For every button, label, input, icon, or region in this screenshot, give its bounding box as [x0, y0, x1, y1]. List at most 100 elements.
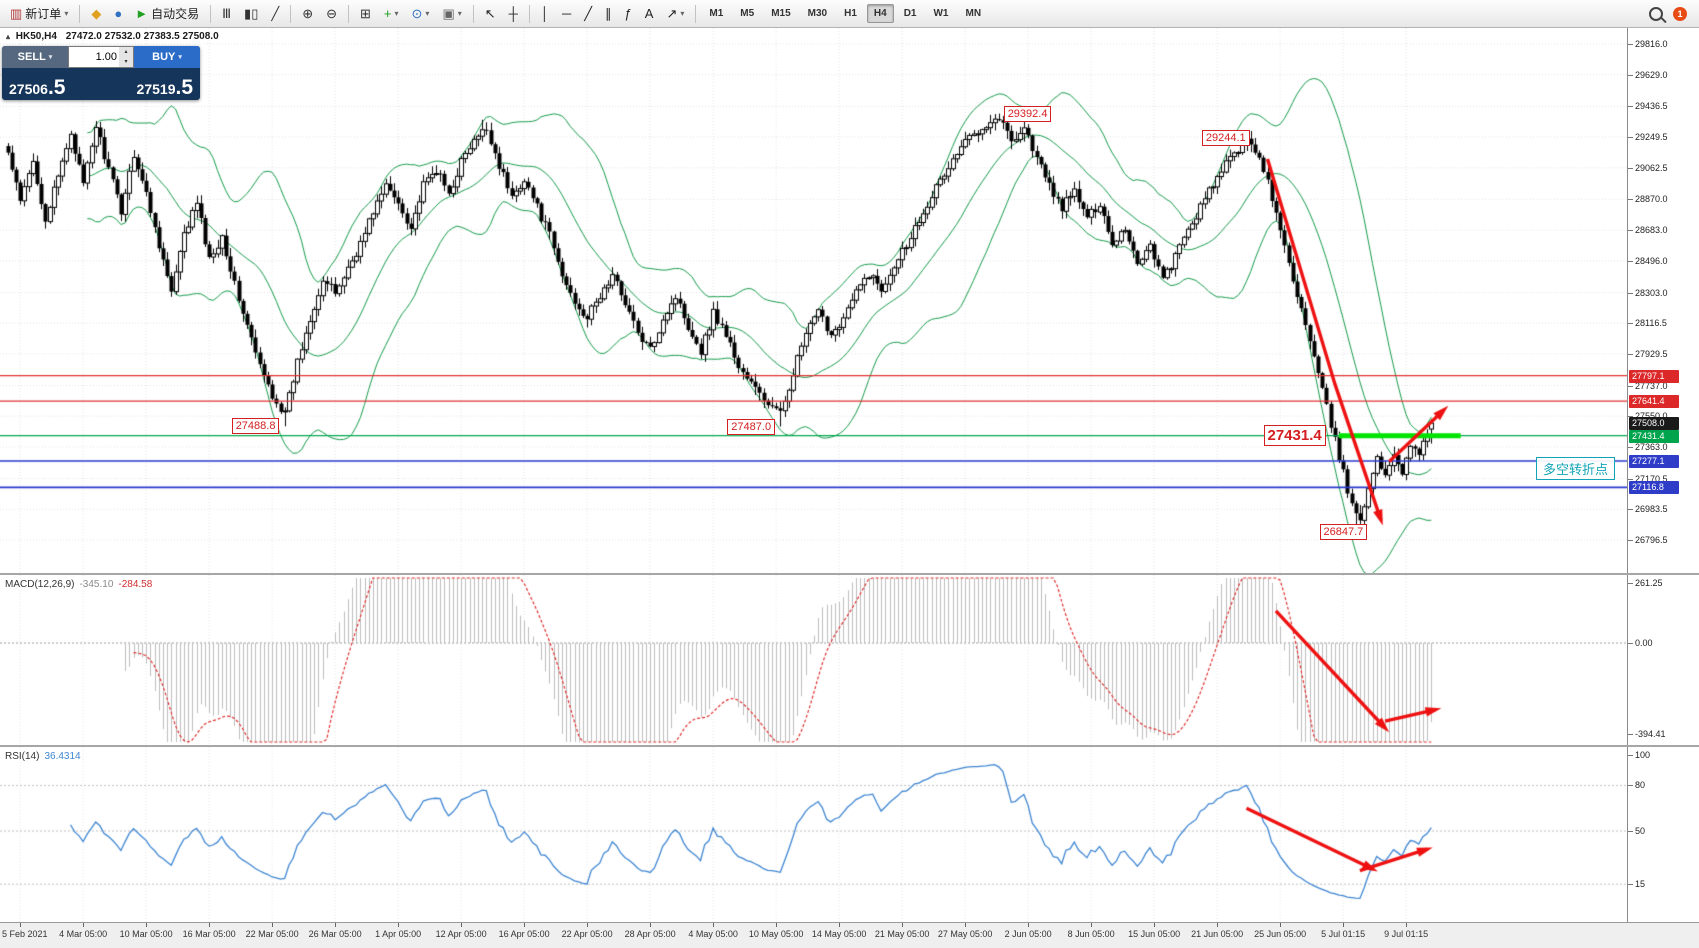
- autotrading-button[interactable]: ► 自动交易: [129, 2, 205, 25]
- price-callout[interactable]: 27431.4: [1263, 425, 1326, 447]
- price-callout[interactable]: 27488.8: [231, 418, 280, 435]
- timeframe-w1[interactable]: W1: [926, 4, 955, 23]
- rsi-axis-tick: 50: [1627, 826, 1646, 836]
- vertical-line-icon: │: [540, 6, 549, 21]
- trendline-icon: ╱: [584, 6, 593, 21]
- macd-name: MACD(12,26,9): [5, 579, 75, 590]
- macd-main-value: -345.10: [79, 579, 114, 590]
- panel-splitter-rsi[interactable]: [0, 745, 1699, 747]
- main-chart-canvas[interactable]: [0, 28, 1627, 573]
- time-axis-label: 10 May 05:00: [748, 929, 804, 939]
- vertical-line-icon[interactable]: │: [535, 4, 555, 23]
- time-axis-tick: [776, 923, 778, 927]
- time-axis-label: 8 Jun 05:00: [1067, 929, 1115, 939]
- volume-down-button[interactable]: ▾: [119, 57, 133, 67]
- price-level-tag: 27508.0: [1629, 417, 1679, 431]
- price-callout[interactable]: 29392.4: [1003, 105, 1052, 122]
- time-axis-tick: [1154, 923, 1156, 927]
- caret-down-icon: ▾: [64, 9, 69, 18]
- price-level-tag: 27797.1: [1629, 369, 1679, 383]
- price-axis-tick: 28303.0: [1628, 287, 1668, 298]
- template-icon: ▣: [442, 6, 455, 21]
- time-axis-tick: [1406, 923, 1408, 927]
- periods-icon[interactable]: ⊙ ▾: [406, 4, 436, 23]
- time-axis-tick: [965, 923, 967, 927]
- time-axis-tick: [1343, 923, 1345, 927]
- template-icon[interactable]: ▣ ▾: [436, 4, 467, 23]
- sell-price[interactable]: 27506.5: [9, 76, 66, 99]
- trendline-icon[interactable]: ╱: [578, 4, 598, 23]
- time-axis-tick: [20, 923, 22, 927]
- time-axis-tick: [209, 923, 211, 927]
- time-axis-tick: [587, 923, 589, 927]
- macd-axis-tick: -394.41: [1628, 728, 1666, 739]
- timeframe-mn[interactable]: MN: [958, 4, 988, 23]
- indicators-icon[interactable]: + ▾: [378, 4, 405, 23]
- toolbar-separator: [695, 4, 697, 23]
- one-click-collapse-icon[interactable]: ▴: [6, 32, 11, 41]
- sell-button[interactable]: SELL ▾: [2, 46, 68, 68]
- price-axis[interactable]: 29816.0 29629.0 29436.5 29249.5 29062.5 28870…: [1627, 28, 1699, 922]
- market-watch-icon[interactable]: ●: [108, 4, 128, 23]
- horizontal-line-icon[interactable]: ─: [556, 4, 577, 23]
- rsi-value: 36.4314: [44, 751, 81, 762]
- timeframe-m30[interactable]: M30: [801, 4, 834, 23]
- time-axis-label: 4 Mar 05:00: [59, 929, 108, 939]
- toolbar-separator: [290, 4, 292, 23]
- channel-icon[interactable]: ∥: [599, 4, 618, 23]
- time-axis-label: 2 Jun 05:00: [1004, 929, 1052, 939]
- toolbar-separator: [528, 4, 530, 23]
- cursor-icon[interactable]: ↖: [479, 4, 502, 23]
- search-icon[interactable]: [1649, 6, 1663, 21]
- candlestick-chart-icon[interactable]: ▮▯: [238, 4, 264, 23]
- text-label-icon[interactable]: A: [639, 4, 660, 23]
- crosshair-icon[interactable]: ┼: [503, 4, 524, 23]
- time-axis-tick: [902, 923, 904, 927]
- rsi-canvas[interactable]: [0, 747, 1627, 922]
- price-axis-tick: 27550.0: [1628, 411, 1668, 421]
- buy-button[interactable]: BUY ▾: [134, 46, 200, 68]
- fibonacci-icon[interactable]: ƒ: [619, 4, 638, 23]
- volume-up-button[interactable]: ▴: [119, 47, 133, 57]
- rsi-axis-tick: 80: [1627, 780, 1646, 791]
- time-axis-label: 22 Mar 05:00: [245, 929, 299, 939]
- arrows-object-icon: ↗: [666, 6, 678, 21]
- new-order-button[interactable]: ▥ 新订单 ▾: [4, 2, 74, 25]
- buy-price[interactable]: 27519.5: [136, 76, 193, 99]
- line-chart-icon[interactable]: ╱: [265, 4, 285, 23]
- channel-icon: ∥: [605, 6, 612, 21]
- indicators-icon: +: [383, 6, 392, 21]
- toolbar-separator: [210, 4, 212, 23]
- timeframe-m1[interactable]: M1: [702, 4, 730, 23]
- macd-axis-tick: 261.25: [1628, 578, 1663, 588]
- metaeditor-icon[interactable]: ◆: [85, 4, 107, 23]
- zoom-out-icon[interactable]: ⊖: [320, 4, 343, 23]
- volume-input[interactable]: [69, 47, 119, 67]
- panel-splitter-macd[interactable]: [0, 573, 1699, 575]
- tile-windows-icon[interactable]: ⊞: [354, 4, 377, 23]
- price-callout[interactable]: 26847.7: [1319, 523, 1368, 540]
- timeframe-m15[interactable]: M15: [764, 4, 797, 23]
- time-axis[interactable]: 5 Feb 2021 4 Mar 05:00 10 Mar 05:00 16 Mar …: [0, 922, 1699, 948]
- time-axis-tick: [461, 923, 463, 927]
- buy-label: BUY: [152, 51, 176, 63]
- timeframe-d1[interactable]: D1: [897, 4, 924, 23]
- bar-chart-icon[interactable]: Ⅲ: [216, 4, 237, 23]
- new-order-button-label: 新订单: [25, 7, 62, 21]
- price-axis-tick: 28870.0: [1628, 194, 1668, 205]
- timeframe-h4[interactable]: H4: [866, 4, 894, 23]
- price-callout[interactable]: 27487.0: [727, 418, 776, 435]
- turning-point-note[interactable]: 多空转折点: [1535, 456, 1615, 480]
- time-axis-label: 16 Mar 05:00: [182, 929, 236, 939]
- autotrading-button-label: 自动交易: [151, 7, 200, 21]
- symbol-name: HK50,H4: [15, 31, 57, 42]
- price-callout[interactable]: 29244.1: [1201, 129, 1250, 146]
- zoom-in-icon[interactable]: ⊕: [296, 4, 319, 23]
- symbol-ohlc-values: 27472.0 27532.0 27383.5 27508.0: [65, 31, 219, 42]
- timeframe-m5[interactable]: M5: [733, 4, 761, 23]
- timeframe-h1[interactable]: H1: [837, 4, 864, 23]
- macd-canvas[interactable]: [0, 575, 1627, 745]
- arrows-object-icon[interactable]: ↗ ▾: [660, 4, 690, 23]
- notification-icon[interactable]: 1: [1673, 6, 1687, 21]
- turning-point-note-text: 多空转折点: [1542, 461, 1608, 477]
